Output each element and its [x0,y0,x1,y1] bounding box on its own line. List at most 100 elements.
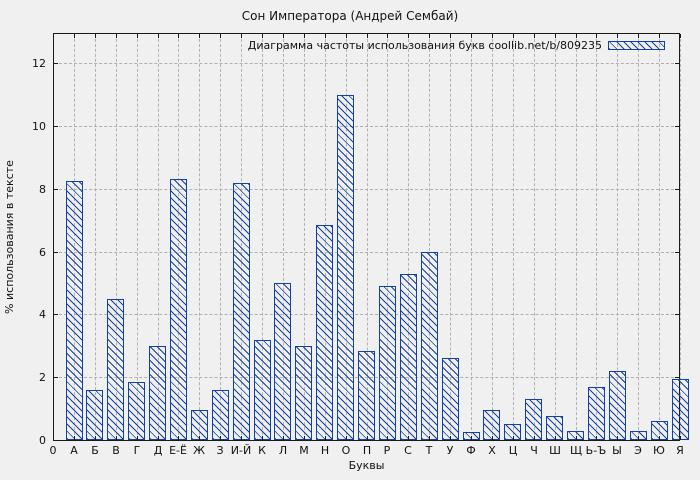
x-tick-top [534,34,535,38]
x-tick-label: Д [153,444,163,457]
bar-д [149,346,166,440]
y-tick-label: 8 [39,183,46,196]
vertical-gridline [534,34,535,440]
x-tick-bottom [471,436,472,440]
x-tick-label: М [299,444,309,457]
y-tick-left [54,189,58,190]
x-tick-bottom [158,436,159,440]
bar-ц [504,424,521,440]
y-tick-label: 12 [32,57,46,70]
bar-г [128,382,145,440]
chart-title: Сон Императора (Андрей Сембай) [241,9,459,23]
bar-р [379,286,396,440]
x-tick-bottom [137,436,138,440]
plot-area: Диаграмма частоты использования букв coo… [53,33,689,441]
y-tick-left [54,126,58,127]
x-tick-top [387,34,388,38]
x-tick-label: И-Й [230,444,252,457]
x-tick-top [659,34,660,38]
x-tick-top [596,34,597,38]
vertical-gridline [408,34,409,440]
x-tick-top [220,34,221,38]
x-tick-label: Ь-Ъ [585,444,607,457]
x-tick-bottom [304,436,305,440]
bar-с [400,274,417,440]
x-tick-top [158,34,159,38]
x-tick-bottom [325,436,326,440]
y-tick-label: 2 [39,371,46,384]
horizontal-gridline [54,314,679,315]
x-tick-label: С [404,444,412,457]
vertical-gridline [95,34,96,440]
y-tick-label: 0 [39,434,46,447]
y-tick-label: 6 [39,246,46,259]
x-tick-label: Ч [530,444,538,457]
bar-ш [546,416,563,440]
vertical-gridline [576,34,577,440]
x-tick-top [408,34,409,38]
x-tick-label: Л [278,444,288,457]
y-tick-right [675,63,679,64]
vertical-gridline [387,34,388,440]
x-tick-top [450,34,451,38]
x-tick-bottom [74,436,75,440]
x-tick-top [471,34,472,38]
x-tick-bottom [346,436,347,440]
x-tick-label-origin: 0 [49,444,57,457]
bar-ч [525,399,542,440]
bar-я [672,379,689,440]
x-tick-top [638,34,639,38]
vertical-gridline [304,34,305,440]
vertical-gridline [283,34,284,440]
x-tick-label: Н [320,444,330,457]
x-tick-top [429,34,430,38]
x-tick-label: В [112,444,120,457]
vertical-gridline [262,34,263,440]
bar-м [295,346,312,440]
vertical-gridline [471,34,472,440]
x-tick-top [346,34,347,38]
y-tick-left [54,377,58,378]
vertical-gridline [596,34,597,440]
bar-а [66,181,83,440]
x-tick-bottom [95,436,96,440]
y-tick-right [675,377,679,378]
x-tick-bottom [241,436,242,440]
vertical-gridline [659,34,660,440]
x-tick-top [325,34,326,38]
legend-label: Диаграмма частоты использования букв coo… [247,38,602,52]
x-tick-bottom [555,436,556,440]
x-tick-bottom [262,436,263,440]
x-tick-bottom [178,436,179,440]
y-tick-label: 4 [39,308,46,321]
x-tick-top [576,34,577,38]
bar-у [442,358,459,440]
bar-е-ё [170,179,187,440]
x-tick-label: З [216,444,224,457]
y-tick-right [675,314,679,315]
x-tick-bottom [617,436,618,440]
bar-ь-ъ [588,387,605,440]
x-tick-bottom [283,436,284,440]
x-tick-top [137,34,138,38]
bar-б [86,390,103,440]
x-tick-bottom [367,436,368,440]
vertical-gridline [617,34,618,440]
horizontal-gridline [54,63,679,64]
y-tick-right [675,126,679,127]
x-tick-label: Ю [653,444,665,457]
x-tick-bottom [408,436,409,440]
vertical-gridline [513,34,514,440]
x-tick-bottom [513,436,514,440]
x-tick-top [95,34,96,38]
x-tick-bottom [576,436,577,440]
bar-о [337,95,354,440]
x-tick-label: Б [91,444,99,457]
x-tick-bottom [638,436,639,440]
x-tick-label: К [258,444,266,457]
vertical-gridline [220,34,221,440]
x-tick-label: Я [676,444,684,457]
x-tick-bottom [387,436,388,440]
x-tick-top [513,34,514,38]
